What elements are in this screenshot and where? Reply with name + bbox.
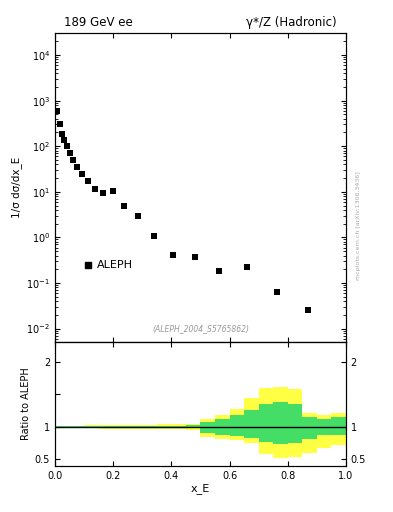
Point (135, 211, 141, 220)
Point (85, 177, 91, 185)
Point (74, 163, 80, 171)
Legend: ALEPH: ALEPH (78, 255, 138, 274)
Text: γ*/Z (Hadronic): γ*/Z (Hadronic) (246, 16, 337, 29)
Point (121, 202, 127, 210)
Y-axis label: 1/σ dσ/dx_E: 1/σ dσ/dx_E (11, 157, 22, 219)
Point (170, 250, 176, 259)
Point (54, 106, 61, 115)
Y-axis label: Ratio to ALEPH: Ratio to ALEPH (20, 368, 31, 440)
Point (66, 148, 73, 157)
Point (59, 130, 65, 138)
Point (151, 232, 157, 241)
Text: (ALEPH_2004_S5765862): (ALEPH_2004_S5765862) (152, 324, 249, 333)
Text: mcplots.cern.ch [arXiv:1306.3436]: mcplots.cern.ch [arXiv:1306.3436] (356, 171, 361, 280)
Point (70, 156, 76, 164)
Point (216, 267, 222, 275)
Text: 189 GeV ee: 189 GeV ee (64, 16, 132, 29)
Point (110, 187, 116, 195)
X-axis label: x_E: x_E (191, 483, 210, 495)
Point (57, 120, 63, 128)
Point (79, 169, 85, 178)
Point (100, 189, 106, 197)
Point (64, 142, 70, 151)
Point (305, 306, 311, 314)
Point (61, 136, 68, 144)
Point (92, 185, 98, 193)
Point (244, 263, 250, 271)
Point (274, 287, 280, 295)
Point (191, 252, 198, 261)
